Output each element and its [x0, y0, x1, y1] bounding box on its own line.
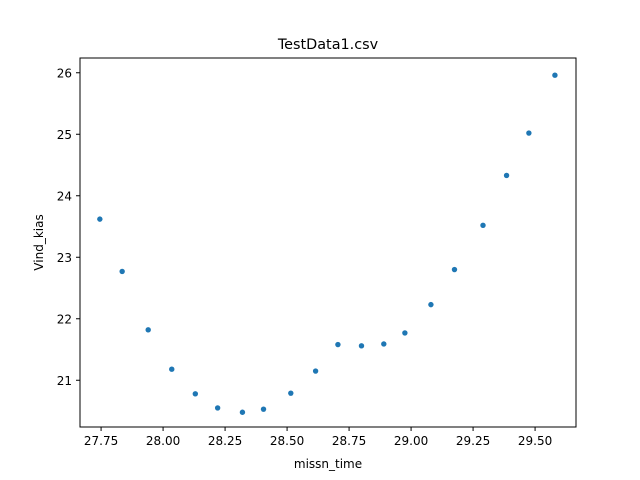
data-point: [192, 391, 199, 397]
y-tick-label: 22: [57, 312, 72, 326]
data-point: [526, 130, 532, 136]
data-point: [335, 341, 341, 348]
data-point: [288, 390, 294, 396]
data-point: [451, 266, 458, 273]
x-tick-label: 28.00: [146, 434, 180, 448]
plot-area: 27.75 28.00 28.25 28.50 28.75 29.00 29.25 29.50…: [57, 66, 558, 448]
data-point: [169, 366, 175, 372]
y-tick-label: 25: [57, 128, 72, 142]
y-tick-label: 26: [57, 66, 72, 80]
x-tick-label: 28.75: [332, 434, 366, 448]
x-tick-label: 29.25: [456, 434, 490, 448]
data-point: [358, 343, 365, 349]
data-point: [402, 330, 408, 336]
data-point: [260, 406, 267, 412]
x-axis-label: missn_time: [294, 457, 362, 471]
x-tick-label: 28.25: [208, 434, 242, 448]
y-tick-label: 21: [57, 374, 72, 388]
data-point: [312, 368, 319, 374]
x-tick-label: 27.75: [84, 434, 118, 448]
chart-title: TestData1.csv: [277, 37, 379, 53]
data-point: [503, 172, 510, 179]
x-tick-label: 28.50: [270, 434, 304, 448]
x-tick-label: 29.00: [394, 434, 428, 448]
x-tick-label: 29.50: [518, 434, 552, 448]
data-point: [214, 405, 221, 411]
axes-frame: [79, 57, 577, 428]
data-point: [480, 222, 486, 228]
data-point: [239, 409, 246, 415]
data-point: [428, 301, 434, 308]
data-point: [381, 341, 387, 347]
data-point: [552, 72, 558, 78]
y-tick-label: 23: [57, 251, 72, 265]
data-point: [97, 216, 103, 222]
y-axis-label: Vind_kias: [32, 214, 46, 270]
data-point: [145, 327, 151, 333]
data-point: [119, 268, 125, 275]
y-tick-label: 24: [57, 189, 72, 203]
